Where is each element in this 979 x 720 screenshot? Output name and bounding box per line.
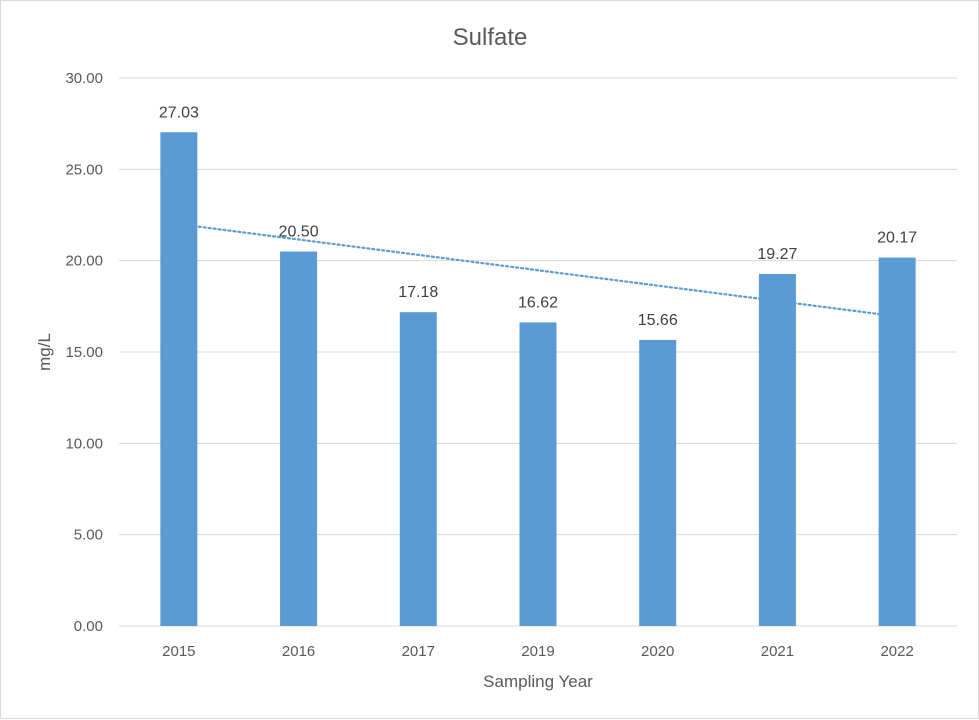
bar: [399, 312, 437, 626]
x-tick-label: 2019: [521, 643, 554, 660]
bar: [280, 251, 318, 627]
bar: [639, 339, 677, 626]
data-label: 15.66: [638, 312, 678, 329]
x-tick-labels: 2015 2016 2017 2019 2020 2021 2022: [162, 643, 914, 660]
y-tick-label: 15.00: [65, 344, 103, 361]
x-tick-label: 2017: [402, 643, 435, 660]
data-label: 16.62: [518, 294, 558, 311]
data-labels: 27.03 20.50 17.18 16.62 15.66 19.27 20.17: [159, 104, 917, 329]
y-tick-label: 5.00: [74, 527, 103, 544]
chart-title: Sulfate: [453, 24, 528, 51]
x-tick-label: 2022: [880, 643, 913, 660]
x-axis-title: Sampling Year: [483, 672, 593, 691]
data-label: 19.27: [757, 246, 797, 263]
y-tick-label: 0.00: [74, 618, 103, 635]
data-label: 27.03: [159, 104, 199, 121]
data-label: 17.18: [398, 284, 438, 301]
trendline-group: [177, 223, 899, 318]
data-label: 20.50: [279, 224, 319, 241]
y-tick-label: 25.00: [65, 161, 103, 178]
x-tick-label: 2020: [641, 643, 674, 660]
y-tick-label: 10.00: [65, 435, 103, 452]
x-tick-label: 2021: [761, 643, 794, 660]
bar: [758, 274, 796, 626]
y-tick-labels: 0.00 5.00 10.00 15.00 20.00 25.00 30.00: [65, 70, 103, 635]
bar: [878, 257, 916, 626]
y-tick-label: 20.00: [65, 253, 103, 270]
data-label: 20.17: [877, 230, 917, 247]
y-tick-label: 30.00: [65, 70, 103, 87]
bars: [160, 132, 916, 627]
x-tick-label: 2016: [282, 643, 315, 660]
bar: [519, 322, 557, 626]
bar: [160, 132, 198, 626]
y-axis-title: mg/L: [35, 333, 54, 371]
x-tick-label: 2015: [162, 643, 195, 660]
trendline: [177, 223, 899, 318]
